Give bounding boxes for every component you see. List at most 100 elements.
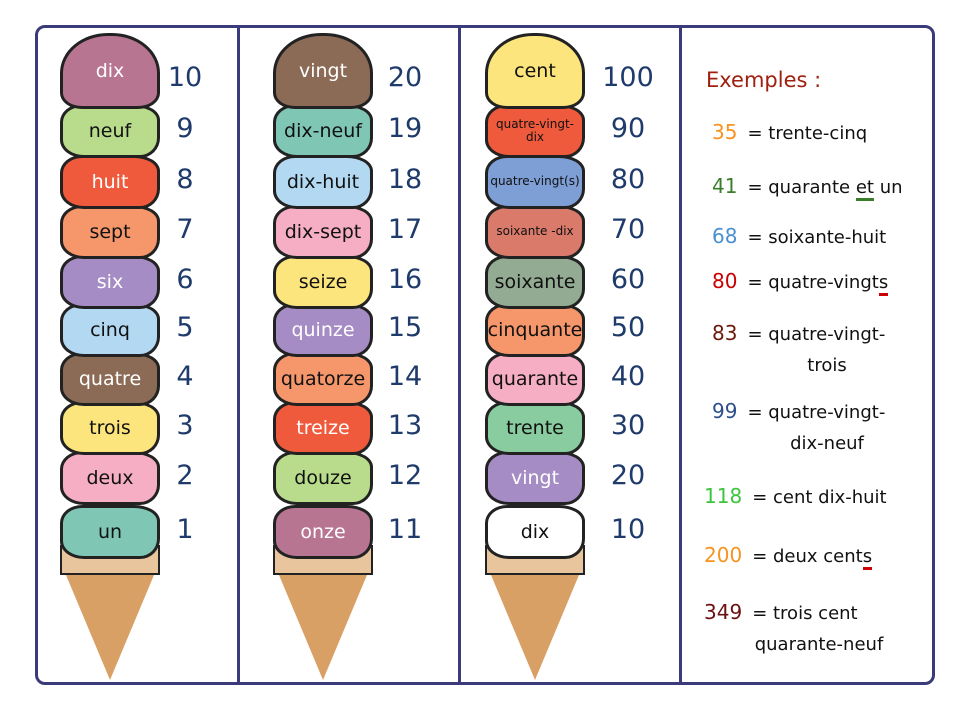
number-label: 70 (610, 214, 646, 245)
scoop-19: dix-neuf (273, 104, 373, 158)
example-row: 80 = quatre-vingts (712, 266, 942, 298)
scoop-10: dix (60, 33, 160, 109)
example-text: = quatre-vingt- (747, 324, 886, 345)
example-underlined: s (862, 546, 873, 570)
number-label: 30 (610, 410, 646, 441)
number-label: 3 (176, 410, 194, 441)
example-text: = trois cent (752, 603, 858, 624)
number-label: 17 (387, 214, 423, 245)
example-number: 83 (712, 321, 738, 345)
example-row: 83 = quatre-vingt-trois (712, 318, 942, 381)
example-row: 41 = quarante et un (712, 171, 942, 203)
scoop-1: un (60, 505, 160, 559)
number-label: 80 (610, 164, 646, 195)
number-label: 12 (387, 460, 423, 491)
scoop-8: huit (60, 155, 160, 209)
number-label: 14 (387, 361, 423, 392)
examples-title: Exemples : (706, 68, 822, 92)
example-text: = deux cent (752, 546, 863, 567)
number-label: 40 (610, 361, 646, 392)
scoop-7: sept (60, 205, 160, 259)
scoop-100: cent (485, 33, 585, 109)
example-row: 35 = trente-cinq (712, 117, 942, 149)
number-label: 8 (176, 164, 194, 195)
scoop-60: soixante (485, 255, 585, 309)
column-divider (237, 25, 240, 685)
number-label: 19 (387, 113, 423, 144)
number-label: 18 (387, 164, 423, 195)
number-label: 16 (387, 264, 423, 295)
scoop-90: quatre-vingt-dix (485, 104, 585, 158)
scoop-12: douze (273, 451, 373, 505)
scoop-80: quatre-vingt(s) (485, 155, 585, 209)
example-row: 68 = soixante-huit (712, 221, 942, 253)
example-row: 118 = cent dix-huit (704, 481, 934, 513)
scoop-16: seize (273, 255, 373, 309)
scoop-5: cinq (60, 303, 160, 357)
example-text: = cent dix-huit (752, 487, 887, 508)
number-label: 15 (387, 312, 423, 343)
poster-frame (35, 25, 935, 685)
example-text-after: un (873, 177, 903, 198)
example-text: = soixante-huit (747, 227, 887, 248)
column-divider (679, 25, 682, 685)
example-number: 80 (712, 269, 738, 293)
scoop-9: neuf (60, 104, 160, 158)
example-continuation: quarante-neuf (754, 634, 884, 655)
scoop-4: quatre (60, 352, 160, 406)
number-label: 6 (176, 264, 194, 295)
number-label: 10 (610, 514, 646, 545)
example-number: 35 (712, 120, 738, 144)
scoop-20: vingt (485, 451, 585, 505)
example-number: 349 (704, 600, 743, 624)
cone-icon (279, 575, 367, 680)
scoop-70: soixante -dix (485, 205, 585, 259)
number-label: 100 (602, 62, 654, 93)
scoop-2: deux (60, 451, 160, 505)
number-label: 13 (387, 410, 423, 441)
number-label: 2 (176, 460, 194, 491)
number-label: 90 (610, 113, 646, 144)
scoop-3: trois (60, 401, 160, 455)
example-underlined: s (878, 272, 889, 296)
number-label: 5 (176, 312, 194, 343)
example-number: 68 (712, 224, 738, 248)
example-underlined: et (855, 177, 874, 201)
example-number: 99 (712, 399, 738, 423)
cone-icon (66, 575, 154, 680)
example-text: = trente-cinq (747, 123, 868, 144)
example-number: 200 (704, 543, 743, 567)
cone-icon (491, 575, 579, 680)
number-label: 60 (610, 264, 646, 295)
number-label: 20 (387, 62, 423, 93)
example-text: = quarante (747, 177, 856, 198)
scoop-30: trente (485, 401, 585, 455)
example-row: 349 = trois cent quarante-neuf (704, 597, 934, 660)
column-divider (458, 25, 461, 685)
scoop-50: cinquante (485, 303, 585, 357)
scoop-20: vingt (273, 33, 373, 109)
example-continuation: dix-neuf (790, 433, 864, 454)
number-label: 4 (176, 361, 194, 392)
number-label: 50 (610, 312, 646, 343)
scoop-13: treize (273, 401, 373, 455)
scoop-14: quatorze (273, 352, 373, 406)
scoop-40: quarante (485, 352, 585, 406)
scoop-18: dix-huit (273, 155, 373, 209)
example-continuation: trois (807, 355, 847, 376)
example-number: 41 (712, 174, 738, 198)
number-label: 20 (610, 460, 646, 491)
example-text: = quatre-vingt (747, 272, 879, 293)
number-label: 10 (167, 62, 203, 93)
number-label: 1 (176, 514, 194, 545)
number-label: 11 (387, 514, 423, 545)
scoop-15: quinze (273, 303, 373, 357)
number-label: 7 (176, 214, 194, 245)
example-number: 118 (704, 484, 743, 508)
scoop-17: dix-sept (273, 205, 373, 259)
example-row: 99 = quatre-vingt-dix-neuf (712, 396, 942, 459)
example-row: 200 = deux cents (704, 540, 934, 572)
number-label: 9 (176, 113, 194, 144)
scoop-6: six (60, 255, 160, 309)
scoop-11: onze (273, 505, 373, 559)
